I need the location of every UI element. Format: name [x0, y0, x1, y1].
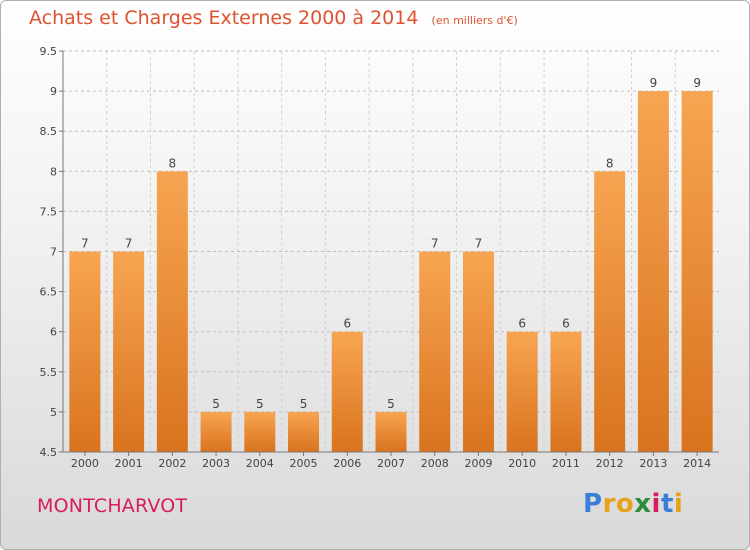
bar-value-label: 8	[606, 156, 614, 170]
y-tick-label: 7.5	[40, 205, 58, 218]
x-tick-label: 2008	[421, 457, 449, 470]
x-tick-label: 2001	[115, 457, 143, 470]
bar-value-label: 8	[169, 156, 177, 170]
x-tick-label: 2011	[552, 457, 580, 470]
y-tick-label: 9	[50, 85, 57, 98]
bar-2005	[288, 411, 320, 452]
bar-value-label: 7	[475, 237, 483, 251]
unit-note: (en milliers d'€)	[431, 14, 518, 27]
logo-letter: t	[660, 489, 674, 519]
chart-title: Achats et Charges Externes 2000 à 2014	[29, 7, 419, 29]
bar-2002	[156, 171, 188, 453]
bar-2008	[419, 251, 451, 452]
y-tick-label: 5.5	[40, 366, 58, 379]
bar-value-label: 7	[125, 237, 133, 251]
x-tick-label: 2013	[639, 457, 667, 470]
logo-letter: r	[602, 489, 616, 519]
commune-name: MONTCHARVOT	[37, 495, 188, 517]
y-tick-label: 9.5	[40, 45, 58, 58]
bar-value-label: 5	[212, 397, 220, 411]
x-tick-label: 2005	[290, 457, 318, 470]
logo-letter: i	[673, 489, 684, 519]
bar-value-label: 7	[431, 237, 439, 251]
bar-value-label: 5	[387, 397, 395, 411]
title-row: Achats et Charges Externes 2000 à 2014 (…	[29, 7, 518, 29]
bar-2004	[244, 411, 276, 452]
bar-value-label: 6	[343, 317, 351, 331]
bar-value-label: 6	[562, 317, 570, 331]
bar-2003	[200, 411, 232, 452]
bar-value-label: 5	[256, 397, 264, 411]
x-tick-label: 2007	[377, 457, 405, 470]
bar-layer	[69, 91, 713, 453]
x-tick-label: 2000	[71, 457, 99, 470]
x-tick-label: 2006	[333, 457, 361, 470]
x-tick-label: 2009	[464, 457, 492, 470]
x-tick-label: 2014	[683, 457, 711, 470]
bar-value-label: 9	[650, 76, 658, 90]
bar-2000	[69, 251, 101, 452]
bar-2012	[594, 171, 626, 453]
x-tick-label: 2002	[158, 457, 186, 470]
y-tick-label: 6.5	[40, 286, 58, 299]
bar-2009	[462, 251, 494, 452]
bar-2010	[506, 331, 538, 452]
x-tick-label: 2003	[202, 457, 230, 470]
logo-letter: i	[651, 489, 661, 519]
x-tick-label: 2004	[246, 457, 274, 470]
proxiti-logo: Proxiti	[583, 489, 683, 519]
bar-value-label: 6	[518, 317, 526, 331]
y-tick-label: 8.5	[40, 125, 58, 138]
y-tick-label: 5	[50, 406, 57, 419]
y-tick-label: 7	[50, 246, 57, 259]
bar-2001	[113, 251, 145, 452]
label-layer: 7 7 8 5 5 5 6 5 7 7 6 6 8 9 9	[81, 76, 701, 411]
bar-2013	[637, 91, 669, 452]
bar-2014	[681, 91, 713, 452]
y-tick-label: 8	[50, 165, 57, 178]
x-tick-label: 2012	[596, 457, 624, 470]
logo-letter: P	[583, 489, 603, 519]
x-tick-label: 2010	[508, 457, 536, 470]
bar-value-label: 7	[81, 237, 89, 251]
bar-2011	[550, 331, 582, 452]
logo-letter: x	[634, 489, 652, 519]
bar-2006	[331, 331, 363, 452]
y-tick-label: 6	[50, 326, 57, 339]
axis-layer: 4.5 5 5.5 6 6.5 7 7.5 8 8.5 9 9.5 2000 2001 2002 2003 2…	[40, 45, 719, 470]
bar-value-label: 9	[693, 76, 701, 90]
bar-value-label: 5	[300, 397, 308, 411]
logo-letter: o	[615, 489, 635, 519]
y-tick-label: 4.5	[40, 446, 58, 459]
bar-2007	[375, 411, 407, 452]
